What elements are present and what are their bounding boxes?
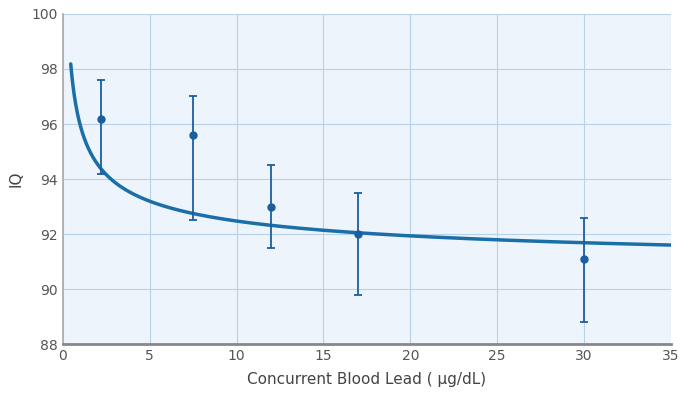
X-axis label: Concurrent Blood Lead ( μg/dL): Concurrent Blood Lead ( μg/dL)	[248, 372, 486, 387]
Y-axis label: IQ: IQ	[8, 171, 23, 187]
